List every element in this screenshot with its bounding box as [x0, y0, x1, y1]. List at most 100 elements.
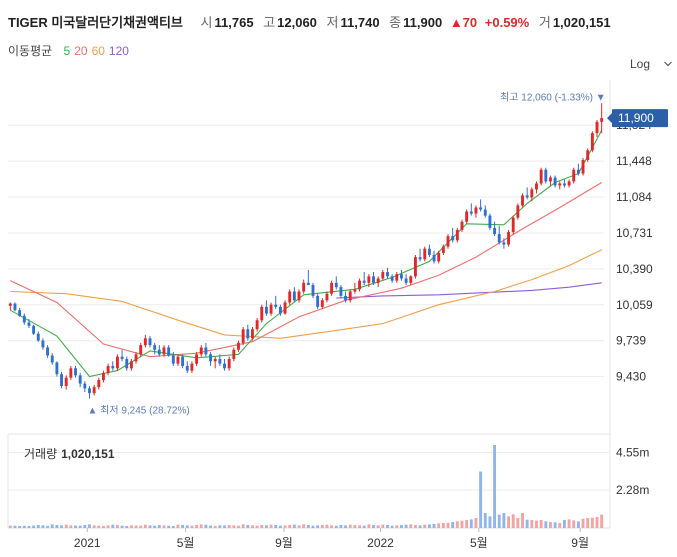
volume-bar: [409, 524, 413, 528]
volume-bar: [358, 525, 361, 528]
candle-body: [544, 169, 548, 182]
volume-bar: [120, 525, 124, 528]
volume-bar: [441, 523, 445, 528]
candle-body: [330, 282, 334, 294]
volume-label: 거: [538, 15, 551, 30]
ma-legend[interactable]: 이동평균 5 20 60 120: [8, 42, 129, 59]
volume-bar: [269, 524, 273, 528]
candle-body: [348, 291, 352, 301]
volume-bar: [521, 513, 524, 528]
volume-bar: [41, 525, 45, 528]
volume-bar: [455, 521, 459, 528]
candle-body: [185, 365, 189, 371]
volume-bar: [376, 525, 380, 528]
candle-body: [353, 289, 357, 292]
log-scale-toggle[interactable]: Log: [630, 57, 651, 71]
candle-body: [292, 291, 296, 301]
volume-bar: [544, 521, 548, 528]
candle-body: [260, 306, 264, 321]
volume-panel-label: 거래량 1,020,151: [24, 445, 115, 462]
volume-bar: [246, 525, 250, 528]
candle-body: [567, 181, 571, 186]
open-value: 11,765: [214, 15, 254, 30]
volume-bar: [251, 525, 254, 528]
candle-body: [386, 272, 389, 277]
volume-bar: [362, 525, 366, 528]
candle-body: [525, 195, 529, 198]
volume-bar: [427, 524, 431, 528]
volume-bar: [181, 525, 185, 528]
candle-body: [516, 205, 520, 218]
candle-body: [102, 372, 105, 381]
volume-bar: [232, 525, 236, 528]
candle-body: [176, 356, 180, 364]
ma-legend-item[interactable]: 20: [74, 44, 88, 58]
candle-body: [562, 183, 566, 186]
candle-body: [241, 329, 245, 343]
price-tick-label: 10,731: [616, 226, 653, 240]
volume-bar: [46, 526, 50, 528]
volume-bar: [92, 525, 96, 528]
candle-body: [111, 365, 115, 369]
volume-bar: [171, 526, 175, 528]
change-value: ▲70: [449, 15, 478, 30]
candle-body: [460, 221, 464, 230]
candle-body: [204, 347, 208, 355]
candle-body: [106, 365, 110, 373]
candle-body: [195, 354, 199, 364]
ma-legend-label: 이동평균: [8, 44, 53, 58]
x-tick-label: 9월: [275, 536, 293, 550]
last-price-tag-arrow: [607, 113, 612, 124]
high-value: 12,060: [277, 15, 317, 30]
candle-body: [92, 387, 96, 394]
volume-bar: [572, 520, 576, 528]
volume-panel-title: 거래량: [24, 447, 58, 461]
candle-body: [69, 368, 73, 378]
volume-bar: [185, 525, 189, 528]
volume-bar: [507, 516, 510, 528]
volume-bar: [302, 524, 306, 528]
candle-body: [339, 287, 343, 296]
candle-body: [530, 189, 534, 198]
candle-body: [148, 338, 152, 346]
volume-bar: [590, 517, 594, 528]
volume-bar: [530, 520, 534, 528]
volume-bar: [446, 522, 450, 528]
volume-bar: [367, 524, 371, 528]
volume-bar: [97, 525, 101, 528]
candle-body: [404, 278, 408, 283]
close-label: 종: [389, 15, 402, 30]
volume-bar: [469, 519, 473, 528]
price-tick-label: 10,059: [616, 298, 653, 312]
candle-body: [129, 361, 133, 369]
volume-bar: [111, 524, 115, 528]
ma-legend-item[interactable]: 5: [63, 44, 71, 58]
ma60-line: [10, 249, 602, 339]
chevron-down-icon[interactable]: [664, 60, 672, 68]
candle-body: [134, 354, 138, 362]
candle-body: [595, 121, 599, 134]
candle-body: [264, 306, 268, 314]
volume-bar: [381, 524, 385, 528]
volume-bar: [390, 525, 394, 528]
volume-bar: [50, 524, 54, 528]
price-tick-label: 9,739: [616, 334, 646, 348]
candle-body: [376, 278, 380, 283]
volume-bar: [465, 520, 469, 528]
ma-legend-item[interactable]: 120: [108, 44, 129, 58]
candle-body: [209, 354, 212, 362]
volume-bar: [325, 524, 329, 528]
candle-body: [437, 252, 441, 262]
volume-bar: [297, 525, 301, 528]
volume-bar: [525, 519, 529, 528]
candle-body: [511, 217, 515, 233]
ma-legend-item[interactable]: 60: [91, 44, 105, 58]
volume-bar: [423, 524, 427, 528]
volume-bar: [400, 525, 403, 528]
volume-bar: [64, 524, 68, 528]
candle-body: [465, 211, 469, 222]
volume-bar: [241, 524, 245, 528]
candle-body: [22, 315, 26, 323]
volume-bar: [316, 525, 320, 528]
